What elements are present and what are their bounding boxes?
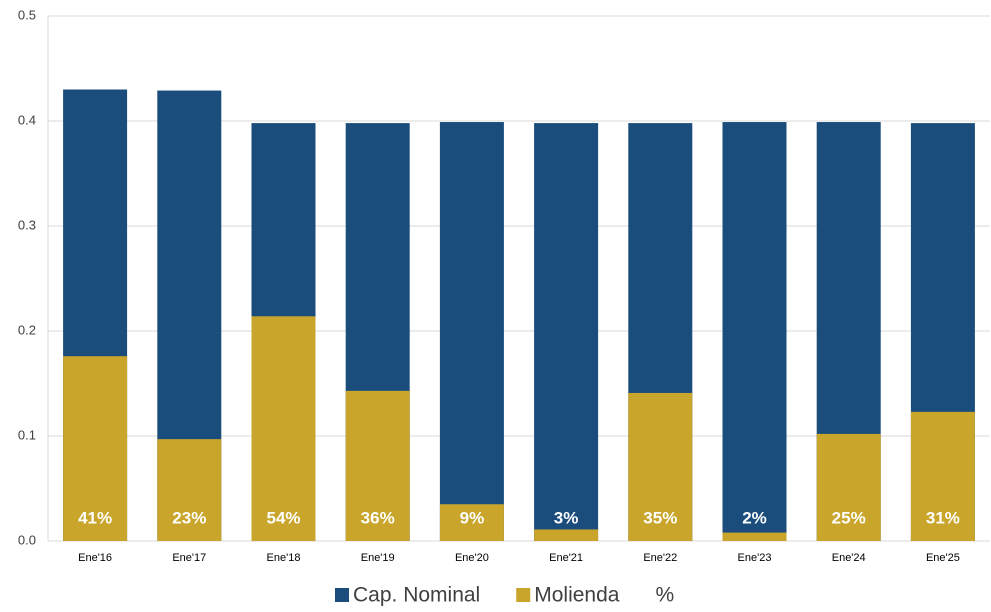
value-label: 36% bbox=[361, 508, 395, 527]
bar bbox=[345, 390, 410, 541]
value-label: 2% bbox=[742, 508, 767, 527]
y-tick-label: 0.3 bbox=[18, 217, 36, 232]
value-label: 3% bbox=[554, 508, 579, 527]
x-tick-label: Ene'20 bbox=[455, 552, 489, 564]
x-tick-label: Ene'16 bbox=[78, 552, 112, 564]
bar bbox=[534, 529, 599, 541]
bar bbox=[251, 316, 316, 541]
x-tick-label: Ene'21 bbox=[549, 552, 583, 564]
y-tick-label: 0.4 bbox=[18, 112, 36, 127]
bar bbox=[910, 411, 975, 541]
bar bbox=[439, 504, 504, 541]
y-tick-label: 0.0 bbox=[18, 532, 36, 547]
x-tick-label: Ene'17 bbox=[172, 552, 206, 564]
bar bbox=[534, 123, 599, 541]
bar bbox=[816, 433, 881, 541]
x-tick-label: Ene'22 bbox=[643, 552, 677, 564]
y-tick-label: 0.5 bbox=[18, 7, 36, 22]
legend-swatch bbox=[516, 588, 531, 602]
value-label: 35% bbox=[643, 508, 677, 527]
legend-label: % bbox=[655, 584, 674, 607]
bar bbox=[628, 392, 693, 541]
x-tick-label: Ene'25 bbox=[926, 552, 960, 564]
bar bbox=[157, 439, 222, 541]
legend-label: Cap. Nominal bbox=[353, 584, 480, 607]
y-tick-label: 0.1 bbox=[18, 427, 36, 442]
value-label: 41% bbox=[78, 508, 112, 527]
bar bbox=[722, 122, 787, 542]
y-tick-label: 0.2 bbox=[18, 322, 36, 337]
x-tick-label: Ene'18 bbox=[267, 552, 301, 564]
value-label: 23% bbox=[172, 508, 206, 527]
value-label: 9% bbox=[460, 508, 485, 527]
value-label: 31% bbox=[926, 508, 960, 527]
value-label: 25% bbox=[832, 508, 866, 527]
legend-label: Molienda bbox=[534, 584, 620, 607]
legend-swatch bbox=[335, 588, 349, 602]
x-tick-label: Ene'23 bbox=[738, 552, 772, 564]
bar bbox=[722, 532, 787, 541]
value-label: 54% bbox=[266, 508, 300, 527]
bar bbox=[63, 356, 128, 541]
x-tick-label: Ene'24 bbox=[832, 552, 866, 564]
x-tick-label: Ene'19 bbox=[361, 552, 395, 564]
bar bbox=[439, 122, 504, 542]
